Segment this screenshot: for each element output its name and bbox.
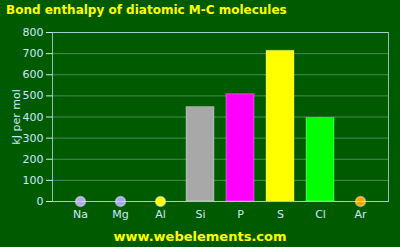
svg-text:200: 200 — [23, 153, 44, 166]
svg-text:600: 600 — [23, 68, 44, 81]
svg-text:P: P — [237, 208, 244, 221]
svg-text:700: 700 — [23, 47, 44, 60]
html-text:Bond enthalpy of diatomic M-C: Bond enthalpy of diatomic M-C molecules — [6, 3, 287, 17]
svg-text:0: 0 — [37, 195, 44, 208]
svg-text:Ar: Ar — [354, 208, 367, 221]
svg-text:800: 800 — [23, 26, 44, 39]
svg-text:Al: Al — [155, 208, 166, 221]
svg-text:100: 100 — [23, 174, 44, 187]
html-text:www.webelements.com: www.webelements.com — [113, 229, 287, 244]
svg-text:500: 500 — [23, 89, 44, 102]
svg-text:Mg: Mg — [112, 208, 128, 221]
svg-text:S: S — [277, 208, 284, 221]
svg-text:kJ per mol: kJ per mol — [10, 89, 23, 144]
svg-text:Si: Si — [195, 208, 205, 221]
svg-text:400: 400 — [23, 111, 44, 124]
svg-text:Na: Na — [73, 208, 88, 221]
svg-text:Cl: Cl — [315, 208, 326, 221]
svg-text:300: 300 — [23, 132, 44, 145]
